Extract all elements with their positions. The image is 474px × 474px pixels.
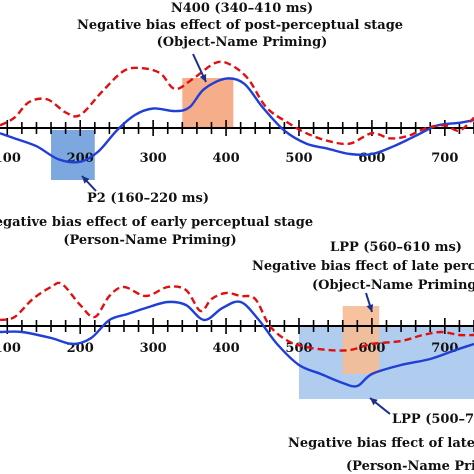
bottom-panel: 100200300400500600700 LPP (560–610 ms) N… — [0, 240, 474, 474]
bottom-highlight-0 — [298, 326, 474, 399]
bottom-arrows — [365, 292, 391, 415]
lpp-person-arrow-head — [370, 398, 378, 406]
lpp-person-title: LPP (500–740 ms) — [392, 412, 474, 427]
top-tick-label-700: 700 — [431, 151, 458, 166]
bottom-tick-label-500: 500 — [285, 341, 312, 356]
p2-desc: Negative bias effect of early perceptual… — [0, 215, 313, 230]
bottom-tick-label-600: 600 — [358, 341, 385, 356]
top-panel: 100200300400500600700 N400 (340–410 ms) … — [0, 1, 474, 248]
bottom-tick-label-300: 300 — [140, 341, 167, 356]
bottom-lines — [0, 281, 474, 388]
n400-desc: Negative bias effect of post-perceptual … — [77, 18, 403, 33]
top-lines — [0, 60, 474, 164]
bottom-series-dashed — [0, 281, 474, 352]
lpp-person-desc: Negative bias ffect of late per — [288, 436, 474, 451]
bottom-series-solid — [0, 300, 474, 388]
p2-title: P2 (160–220 ms) — [87, 191, 209, 206]
top-series-dashed — [0, 60, 474, 146]
bottom-highlight-1 — [342, 306, 380, 374]
bottom-tick-label-100: 100 — [0, 341, 21, 356]
lpp-object-desc: Negative bias ffect of late perceptua — [252, 259, 474, 274]
p2-sub: (Person-Name Priming) — [63, 233, 236, 248]
lpp-object-arrow-head — [366, 304, 374, 312]
top-tick-label-500: 500 — [285, 151, 312, 166]
top-tick-label-400: 400 — [212, 151, 239, 166]
top-tick-label-300: 300 — [140, 151, 167, 166]
bottom-highlights — [298, 306, 474, 399]
lpp-object-title: LPP (560–610 ms) — [330, 240, 462, 255]
n400-sub: (Object-Name Priming) — [157, 35, 328, 50]
top-tick-label-100: 100 — [0, 151, 21, 166]
n400-title: N400 (340–410 ms) — [171, 1, 313, 16]
bottom-tick-label-400: 400 — [212, 341, 239, 356]
top-series-solid — [0, 77, 474, 164]
lpp-person-sub: (Person-Name Pri — [346, 459, 474, 474]
n400-arrow-head — [199, 74, 207, 82]
top-highlight-0 — [51, 130, 95, 180]
top-x-axis: 100200300400500600700 — [0, 120, 474, 166]
p2-arrow-head — [82, 176, 90, 184]
lpp-object-sub: (Object-Name Priming) — [312, 278, 474, 293]
top-arrows — [81, 53, 207, 192]
